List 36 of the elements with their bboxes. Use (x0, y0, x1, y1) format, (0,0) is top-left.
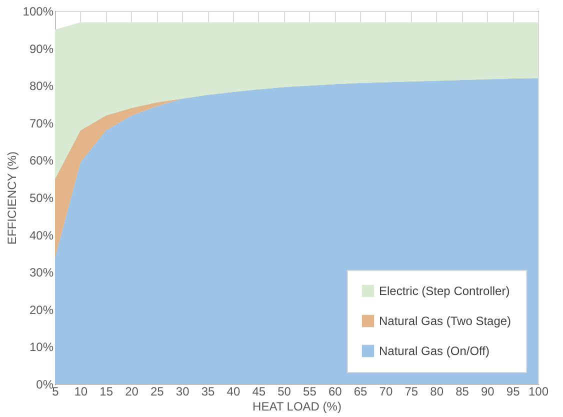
x-tick-label: 35 (201, 384, 216, 398)
legend-label: Electric (Step Controller) (379, 284, 510, 298)
x-tick-label: 10 (74, 384, 88, 398)
x-tick-label: 50 (278, 384, 292, 398)
x-tick-label: 60 (328, 384, 342, 398)
x-tick-label: 70 (379, 384, 393, 398)
y-tick-label: 90% (29, 42, 54, 56)
y-tick-label: 40% (29, 228, 54, 242)
y-tick-label: 70% (29, 116, 54, 130)
y-tick-label: 50% (29, 191, 54, 205)
x-tick-label: 5 (52, 384, 60, 398)
y-tick-label: 30% (29, 266, 54, 280)
x-tick-label: 30 (176, 384, 190, 398)
legend-label: Natural Gas (On/Off) (379, 344, 490, 358)
y-tick-label: 60% (29, 154, 54, 168)
x-tick-label: 85 (456, 384, 470, 398)
x-tick-label: 40 (226, 384, 240, 398)
legend-label: Natural Gas (Two Stage) (379, 314, 512, 328)
x-tick-label: 55 (303, 384, 317, 398)
x-tick-label: 20 (125, 384, 139, 398)
x-tick-label: 75 (404, 384, 418, 398)
x-tick-label: 15 (100, 384, 114, 398)
y-tick-label: 100% (22, 4, 54, 18)
y-tick-label: 10% (29, 340, 54, 354)
y-axis-title: EFFICIENCY (%) (4, 151, 19, 245)
y-tick-label: 20% (29, 302, 54, 317)
x-tick-label: 95 (506, 384, 520, 398)
x-tick-label: 65 (354, 384, 368, 398)
x-tick-label: 45 (252, 384, 266, 398)
x-tick-label: 25 (150, 384, 164, 398)
x-axis-title: HEAT LOAD (%) (252, 400, 342, 414)
x-tick-label: 90 (480, 384, 495, 398)
x-tick-label: 100 (528, 384, 549, 398)
x-tick-label: 80 (430, 384, 444, 398)
y-tick-label: 80% (29, 79, 54, 94)
y-tick-label: 0% (36, 378, 54, 392)
